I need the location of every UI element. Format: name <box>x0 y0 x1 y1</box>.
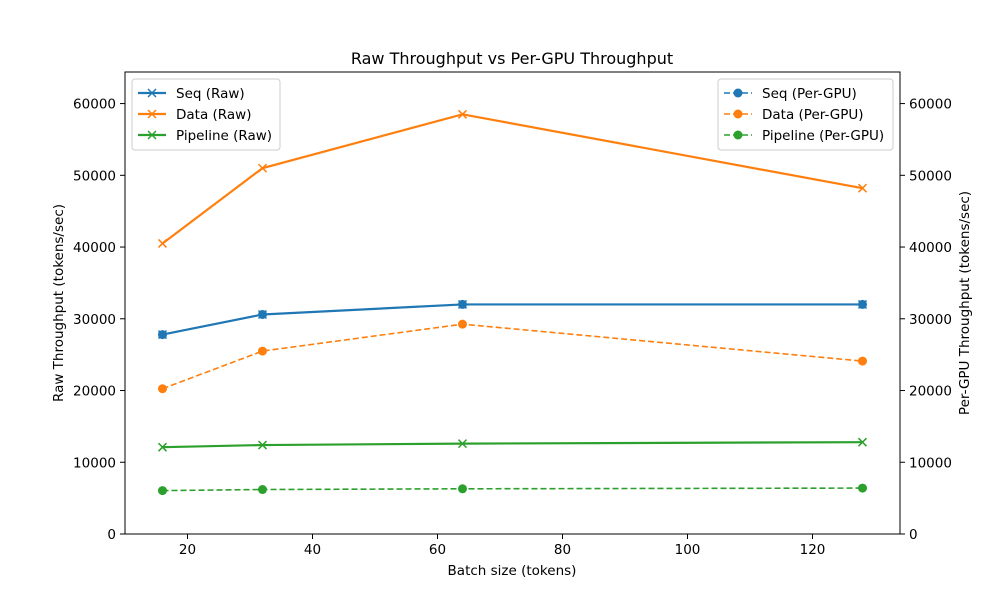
x-tick-label: 40 <box>304 542 321 558</box>
data-point-pipeline-per-gpu <box>258 485 267 495</box>
y-left-tick-label: 10000 <box>73 455 116 471</box>
y-left-tick-label: 0 <box>107 527 116 543</box>
legend-box <box>717 78 894 151</box>
legend-label: Pipeline (Raw) <box>176 128 272 144</box>
x-tick-label: 120 <box>800 542 826 558</box>
y-right-tick-label: 10000 <box>909 455 952 471</box>
legend-marker <box>733 130 743 140</box>
series-line-seq-raw <box>162 303 863 336</box>
data-point-data-per-gpu <box>458 319 467 329</box>
series-line-data-per-gpu <box>162 323 863 390</box>
series-line-seq-per-gpu <box>162 303 863 336</box>
data-point-data-raw <box>457 109 468 119</box>
legend-marker <box>733 109 743 119</box>
legend-label: Seq (Per-GPU) <box>762 86 857 102</box>
legend-marker <box>733 88 743 98</box>
data-point-data-raw <box>157 238 168 248</box>
legend-left: Seq (Raw) Data (Raw) Pipeline (Raw) <box>131 78 281 151</box>
y-right-tick-label: 30000 <box>909 312 952 328</box>
data-point-pipeline-per-gpu <box>158 486 167 496</box>
y-right-tick-label: 40000 <box>909 240 952 256</box>
data-point-data-raw <box>857 183 868 193</box>
legend-box <box>131 78 281 151</box>
y-left-tick-label: 40000 <box>73 240 116 256</box>
x-tick-label: 100 <box>675 542 701 558</box>
data-point-seq-raw <box>857 299 868 309</box>
x-axis: 20 40 60 80 100 120 <box>179 534 825 558</box>
x-axis-label: Batch size (tokens) <box>448 563 577 579</box>
legend-right: Seq (Per-GPU) Data (Per-GPU) Pipeline (Per… <box>717 78 894 151</box>
data-point-data-per-gpu <box>858 356 867 366</box>
y-left-tick-label: 60000 <box>73 97 116 113</box>
data-point-pipeline-raw <box>857 437 868 447</box>
series-line-pipeline-per-gpu <box>162 487 863 492</box>
legend-label: Data (Per-GPU) <box>762 107 864 123</box>
legend-label: Pipeline (Per-GPU) <box>762 128 884 144</box>
data-point-pipeline-raw <box>157 442 168 452</box>
y-axis-right-label: Per-GPU Throughput (tokens/sec) <box>957 191 973 415</box>
x-tick-label: 80 <box>554 542 571 558</box>
y-left-tick-label: 50000 <box>73 168 116 184</box>
data-point-pipeline-raw <box>457 439 468 449</box>
data-point-seq-raw <box>457 299 468 309</box>
legend-label: Seq (Raw) <box>176 86 245 102</box>
y-right-tick-label: 20000 <box>909 384 952 400</box>
x-tick-label: 60 <box>429 542 446 558</box>
y-right-tick-label: 50000 <box>909 168 952 184</box>
data-point-data-raw <box>257 163 268 173</box>
legend-marker <box>147 109 157 119</box>
x-tick-label: 20 <box>179 542 196 558</box>
series-line-pipeline-raw <box>162 441 863 449</box>
y-axis-left: 0 10000 20000 30000 40000 50000 60000 <box>73 97 125 543</box>
y-right-tick-label: 60000 <box>909 97 952 113</box>
y-axis-right: 0 10000 20000 30000 40000 50000 60000 <box>900 97 952 543</box>
chart-title: Raw Throughput vs Per-GPU Throughput <box>351 49 673 68</box>
data-point-seq-raw <box>157 330 168 340</box>
y-left-tick-label: 20000 <box>73 384 116 400</box>
data-point-pipeline-raw <box>257 440 268 450</box>
data-point-seq-raw <box>257 309 268 320</box>
legend-label: Data (Raw) <box>176 107 251 123</box>
legend-marker <box>147 130 157 140</box>
data-point-data-per-gpu <box>258 346 267 356</box>
y-left-tick-label: 30000 <box>73 312 116 328</box>
data-point-data-per-gpu <box>158 384 167 394</box>
y-axis-left-label: Raw Throughput (tokens/sec) <box>51 204 67 402</box>
data-point-pipeline-per-gpu <box>458 484 467 494</box>
legend-marker <box>147 88 157 98</box>
series-line-data-raw <box>161 113 863 245</box>
series-layer <box>157 109 868 496</box>
y-right-tick-label: 0 <box>909 527 918 543</box>
data-point-pipeline-per-gpu <box>858 483 867 493</box>
plot-frame <box>124 71 901 535</box>
